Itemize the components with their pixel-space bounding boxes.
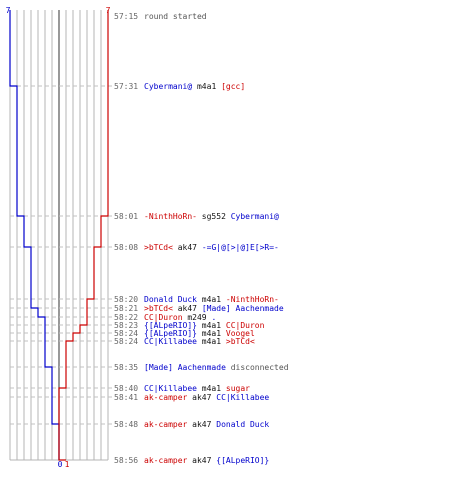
event-time: 58:21 [114, 304, 138, 313]
event-line: ak-camper ak47 Donald Duck [144, 420, 269, 429]
event-time: 57:15 [114, 12, 138, 21]
event-weapon: sg552 [197, 212, 231, 221]
blue-player-name: CC|Killabee [144, 337, 197, 346]
red-team-step-line [58, 10, 109, 461]
event-weapon: ak47 [173, 304, 202, 313]
blue-start-score: 7 [6, 6, 11, 15]
event-weapon: m4a1 [192, 82, 221, 91]
red-player-name: CC|Duron [144, 313, 183, 322]
blue-player-name: {[ALpeRIO]} [144, 321, 197, 330]
event-weapon: m4a1 [197, 329, 226, 338]
red-player-name: ak-camper [144, 393, 188, 402]
blue-player-name: CC|Killabee [216, 393, 269, 402]
blue-end-score: 0 [58, 460, 63, 469]
red-end-score: 1 [65, 460, 70, 469]
blue-team-step-line [9, 10, 60, 460]
event-info-text: round started [144, 12, 207, 21]
event-time: 58:48 [114, 420, 138, 429]
event-line: CC|Killabee m4a1 >bTCd< [144, 337, 255, 346]
blue-player-name: Cybermani@ [144, 82, 192, 91]
blue-player-name: -=G|@[>|@]E[>R=- [202, 243, 279, 252]
event-time: 58:22 [114, 313, 138, 322]
blue-player-name: . [211, 313, 216, 322]
event-time: 57:31 [114, 82, 138, 91]
red-player-name: [gcc] [221, 82, 245, 91]
event-weapon: m4a1 [197, 384, 226, 393]
event-time: 58:01 [114, 212, 138, 221]
blue-player-name: {[ALpeRIO]} [144, 329, 197, 338]
event-line: Cybermani@ m4a1 [gcc] [144, 82, 245, 91]
red-player-name: ak-camper [144, 420, 188, 429]
red-player-name: >bTCd< [144, 304, 173, 313]
event-line: {[ALpeRIO]} m4a1 CC|Duron [144, 321, 265, 330]
event-line: {[ALpeRIO]} m4a1 Voogel [144, 329, 255, 338]
event-line: round started [144, 12, 207, 21]
event-line: ak-camper ak47 CC|Killabee [144, 393, 269, 402]
event-line: [Made] Aachenmade disconnected [144, 363, 289, 372]
red-player-name: -NinthHoRn- [144, 212, 197, 221]
event-time: 58:23 [114, 321, 138, 330]
event-weapon: m4a1 [197, 337, 226, 346]
red-player-name: sugar [226, 384, 250, 393]
red-player-name: Voogel [226, 329, 255, 338]
red-player-name: >bTCd< [144, 243, 173, 252]
event-weapon: m4a1 [197, 321, 226, 330]
event-weapon: ak47 [187, 456, 216, 465]
event-weapon: ak47 [187, 393, 216, 402]
event-line: -NinthHoRn- sg552 Cybermani@ [144, 212, 279, 221]
blue-player-name: {[ALpeRIO]} [216, 456, 269, 465]
blue-player-name: Donald Duck [144, 295, 197, 304]
event-info-text: disconnected [226, 363, 289, 372]
red-start-score: 7 [106, 6, 111, 15]
event-time: 58:35 [114, 363, 138, 372]
event-weapon: ak47 [187, 420, 216, 429]
event-time: 58:56 [114, 456, 138, 465]
event-line: CC|Duron m249 . [144, 313, 216, 322]
event-time: 58:40 [114, 384, 138, 393]
red-player-name: ak-camper [144, 456, 188, 465]
event-line: Donald Duck m4a1 -NinthHoRn- [144, 295, 279, 304]
event-time: 58:24 [114, 329, 138, 338]
event-time: 58:08 [114, 243, 138, 252]
event-line: ak-camper ak47 {[ALpeRIO]} [144, 456, 269, 465]
event-line: >bTCd< ak47 -=G|@[>|@]E[>R=- [144, 243, 279, 252]
event-line: CC|Killabee m4a1 sugar [144, 384, 250, 393]
blue-player-name: Donald Duck [216, 420, 269, 429]
event-time: 58:20 [114, 295, 138, 304]
blue-player-name: CC|Killabee [144, 384, 197, 393]
event-line: >bTCd< ak47 [Made] Aachenmade [144, 304, 284, 313]
event-weapon: m249 [183, 313, 212, 322]
event-weapon: m4a1 [197, 295, 226, 304]
blue-player-name: Cybermani@ [231, 212, 279, 221]
red-player-name: CC|Duron [226, 321, 265, 330]
blue-player-name: [Made] Aachenmade [144, 363, 226, 372]
blue-player-name: [Made] Aachenmade [202, 304, 284, 313]
event-time: 58:41 [114, 393, 138, 402]
event-time: 58:24 [114, 337, 138, 346]
red-player-name: -NinthHoRn- [226, 295, 279, 304]
event-weapon: ak47 [173, 243, 202, 252]
red-player-name: >bTCd< [226, 337, 255, 346]
